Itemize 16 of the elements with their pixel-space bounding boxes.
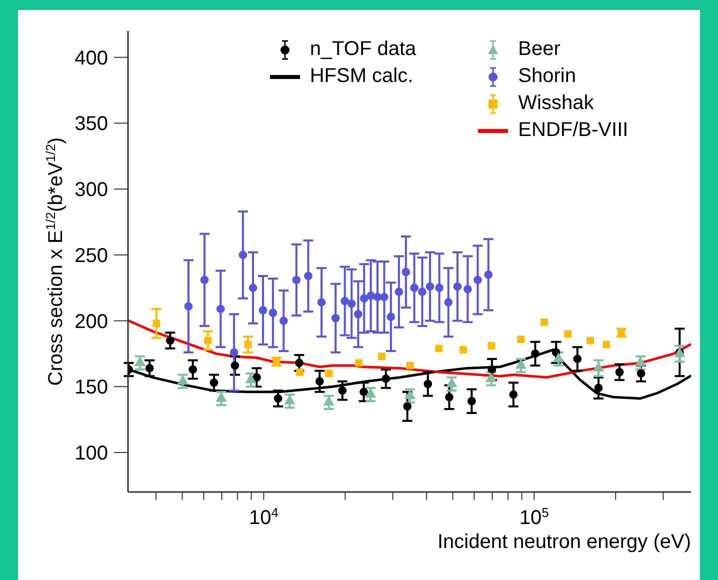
y-tick-label: 300 <box>74 179 108 202</box>
legend-label: ENDF/B-VIII <box>518 119 628 142</box>
legend-label: n_TOF data <box>310 38 416 61</box>
x-tick-label: 10$^{5}$ <box>519 504 549 529</box>
y-tick-label: 350 <box>74 113 108 136</box>
y-tick-label: 250 <box>74 244 108 267</box>
x-axis-title: Incident neutron energy (eV) <box>438 531 691 553</box>
y-tick-label: 400 <box>74 47 108 70</box>
legend-label: Wisshak <box>518 92 594 115</box>
y-tick-label: 100 <box>74 442 108 464</box>
legend-label: HFSM calc. <box>310 65 414 88</box>
legend-label: Beer <box>518 38 560 61</box>
x-tick-label: 10$^{4}$ <box>248 504 278 529</box>
y-tick-label: 150 <box>74 376 108 399</box>
y-tick-label: 200 <box>74 310 108 333</box>
legend-label: Shorin <box>518 65 576 88</box>
